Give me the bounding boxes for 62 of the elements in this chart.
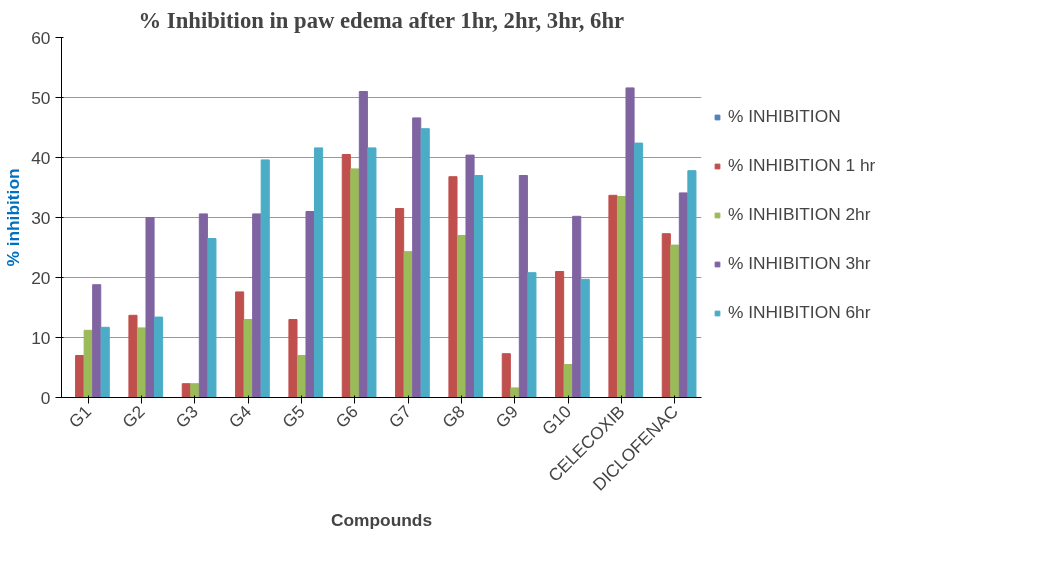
bar	[367, 147, 377, 398]
x-tick-label: G2	[118, 401, 149, 432]
bar	[350, 168, 360, 398]
y-tick-label: 60	[31, 27, 51, 48]
bar	[128, 314, 138, 398]
bar	[100, 326, 110, 398]
legend-label: % INHIBITION	[728, 106, 841, 128]
bar	[190, 383, 200, 398]
bar	[305, 211, 315, 398]
bar	[412, 117, 422, 398]
bar	[634, 142, 644, 398]
bar	[555, 271, 565, 398]
x-tick-label: G1	[64, 401, 96, 432]
y-tick-label: 50	[31, 87, 51, 108]
legend-label: % INHIBITION 3hr	[728, 253, 871, 275]
bar	[563, 364, 573, 398]
chart-title: % Inhibition in paw edema after 1hr, 2hr, 3hr, 6hr	[138, 7, 625, 33]
bar	[314, 147, 324, 398]
x-tick-label: G6	[331, 401, 362, 432]
bar	[235, 291, 245, 398]
bar	[527, 272, 537, 398]
x-tick-label: G5	[278, 401, 309, 432]
bar	[395, 208, 405, 398]
bar	[145, 217, 155, 398]
bar	[608, 194, 618, 398]
bar	[572, 215, 582, 398]
y-tick-label: 0	[40, 387, 51, 408]
bar	[403, 251, 413, 398]
x-tick-label: G9	[491, 401, 522, 432]
legend-label: % INHIBITION 2hr	[728, 204, 871, 226]
bar	[207, 238, 217, 398]
y-tick-label: 40	[31, 147, 51, 168]
y-tick-label: 10	[31, 327, 51, 348]
bar	[474, 175, 484, 398]
x-tick-label: G7	[384, 401, 416, 432]
y-tick-label: 30	[31, 207, 51, 228]
bar	[83, 329, 93, 398]
y-tick-label: 20	[31, 267, 51, 288]
bar	[448, 176, 458, 398]
bar	[518, 175, 528, 398]
bar	[252, 213, 262, 398]
bar	[420, 128, 430, 398]
bar	[501, 353, 511, 398]
x-tick-label: G4	[224, 401, 256, 432]
bar	[243, 319, 253, 398]
bar	[625, 87, 635, 398]
bar	[670, 244, 680, 398]
legend-label: % INHIBITION 1 hr	[728, 155, 876, 177]
bar	[260, 159, 270, 398]
x-tick-label: G8	[438, 401, 469, 432]
bar	[288, 319, 298, 398]
bar	[580, 278, 590, 398]
y-axis-title: % inhibition	[3, 168, 24, 267]
bar	[510, 387, 520, 398]
bar	[154, 316, 164, 398]
bar	[687, 170, 697, 398]
bar	[92, 284, 102, 398]
x-axis-title: Compounds	[330, 509, 433, 530]
bar	[465, 154, 475, 398]
legend-label: % INHIBITION 6hr	[728, 302, 871, 324]
x-tick-label: G3	[171, 401, 202, 432]
bar	[358, 91, 368, 398]
